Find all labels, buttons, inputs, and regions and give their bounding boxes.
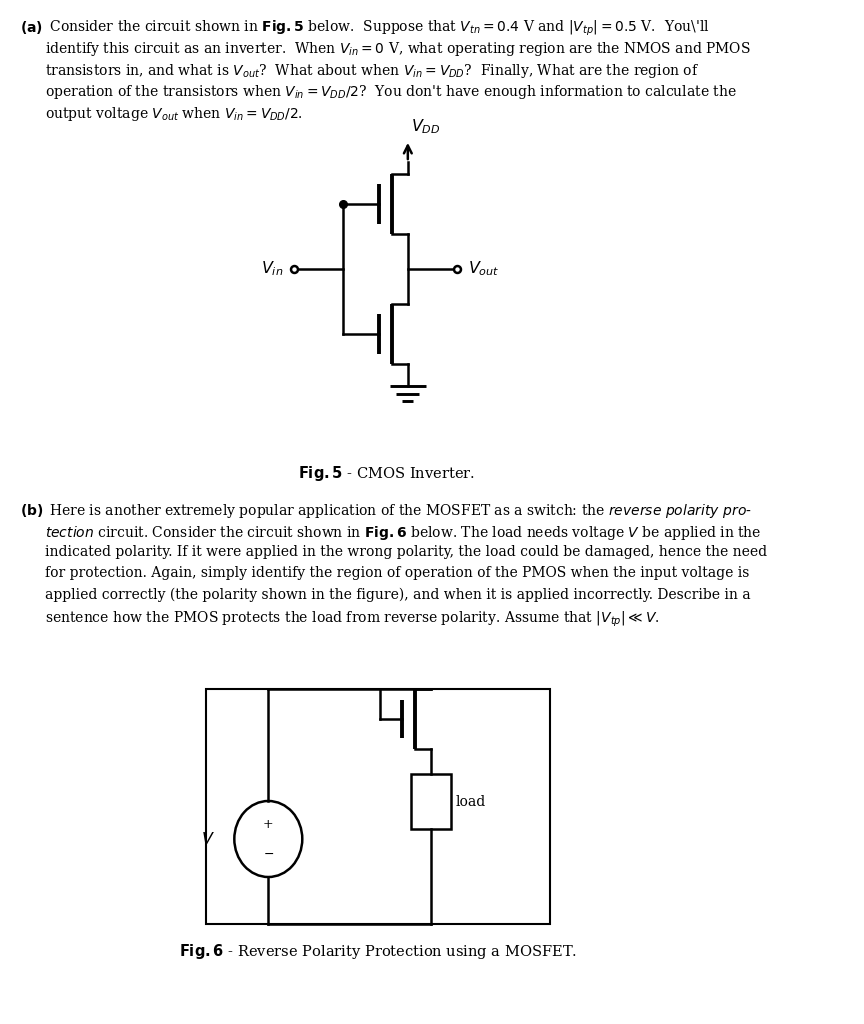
Bar <box>206 689 550 924</box>
Text: $\mathbf{(a)}$: $\mathbf{(a)}$ <box>20 19 42 36</box>
Text: Consider the circuit shown in $\mathbf{Fig.5}$ below.  Suppose that $V_{tn} = 0.: Consider the circuit shown in $\mathbf{F… <box>45 19 709 38</box>
Text: $V_{in}$: $V_{in}$ <box>261 260 283 279</box>
Text: Here is another extremely popular application of the MOSFET as a switch: the $\i: Here is another extremely popular applic… <box>45 502 752 520</box>
Text: $\mathbf{Fig.6}$ - Reverse Polarity Protection using a MOSFET.: $\mathbf{Fig.6}$ - Reverse Polarity Prot… <box>179 942 577 961</box>
Text: load: load <box>455 795 486 809</box>
Text: sentence how the PMOS protects the load from reverse polarity. Assume that $|V_{: sentence how the PMOS protects the load … <box>45 609 659 629</box>
Text: +: + <box>263 818 274 831</box>
Text: operation of the transistors when $V_{in} = V_{DD}/2$?  You don't have enough in: operation of the transistors when $V_{in… <box>45 84 737 101</box>
Text: $\it{tection}$ circuit. Consider the circuit shown in $\mathbf{Fig.6}$ below. Th: $\it{tection}$ circuit. Consider the cir… <box>45 523 761 542</box>
Text: transistors in, and what is $V_{out}$?  What about when $V_{in} = V_{DD}$?  Fina: transistors in, and what is $V_{out}$? W… <box>45 62 699 80</box>
Text: identify this circuit as an inverter.  When $V_{in} = 0$ V, what operating regio: identify this circuit as an inverter. Wh… <box>45 41 751 58</box>
Text: applied correctly (the polarity shown in the figure), and when it is applied inc: applied correctly (the polarity shown in… <box>45 588 750 602</box>
Text: $V$: $V$ <box>200 830 214 848</box>
Text: $V_{out}$: $V_{out}$ <box>467 260 499 279</box>
Text: $\mathbf{Fig.5}$ - CMOS Inverter.: $\mathbf{Fig.5}$ - CMOS Inverter. <box>298 464 475 483</box>
Text: $-$: $-$ <box>263 847 274 859</box>
Bar <box>411 774 451 829</box>
Text: indicated polarity. If it were applied in the wrong polarity, the load could be : indicated polarity. If it were applied i… <box>45 545 767 559</box>
Text: $V_{DD}$: $V_{DD}$ <box>411 118 441 136</box>
Text: for protection. Again, simply identify the region of operation of the PMOS when : for protection. Again, simply identify t… <box>45 566 749 581</box>
Text: $\mathbf{(b)}$: $\mathbf{(b)}$ <box>20 502 43 519</box>
Text: output voltage $V_{out}$ when $V_{in} = V_{DD}/2$.: output voltage $V_{out}$ when $V_{in} = … <box>45 105 302 123</box>
